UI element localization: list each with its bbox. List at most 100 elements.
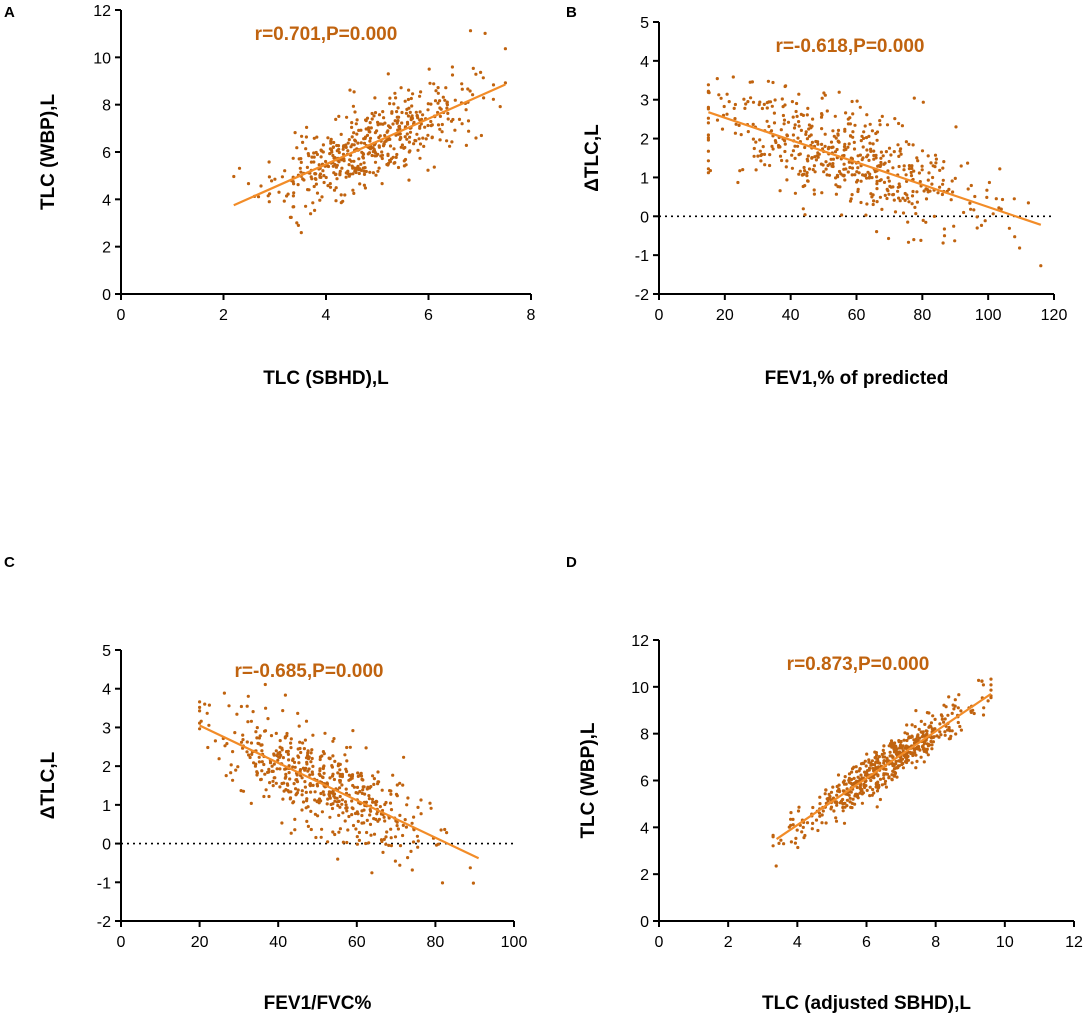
data-point xyxy=(820,142,824,146)
y-tick-label: 0 xyxy=(102,837,111,854)
data-point xyxy=(267,175,271,179)
data-point xyxy=(299,231,303,235)
data-point xyxy=(956,720,960,725)
data-point xyxy=(795,828,799,832)
data-point xyxy=(406,114,410,118)
data-point xyxy=(810,156,814,160)
y-tick-label: 0 xyxy=(102,287,111,304)
data-point xyxy=(768,153,772,157)
data-point xyxy=(301,177,305,181)
data-point xyxy=(436,91,440,95)
data-point xyxy=(879,178,883,182)
data-point xyxy=(803,145,807,150)
data-point xyxy=(734,122,738,126)
data-point xyxy=(938,722,942,726)
data-point xyxy=(881,748,885,753)
data-point xyxy=(351,188,355,192)
data-point xyxy=(380,788,384,792)
data-point xyxy=(838,185,842,189)
data-point xyxy=(942,720,946,724)
data-point xyxy=(440,130,444,134)
data-point xyxy=(360,813,364,818)
data-point xyxy=(848,122,853,126)
data-point xyxy=(852,765,856,769)
data-point xyxy=(223,744,227,748)
data-point xyxy=(800,830,804,834)
data-point xyxy=(330,764,334,768)
data-point xyxy=(280,748,284,752)
data-point xyxy=(438,114,442,118)
data-point xyxy=(767,124,771,129)
data-point xyxy=(805,157,809,161)
data-point xyxy=(453,128,457,132)
data-point xyxy=(312,155,316,159)
data-point xyxy=(927,743,931,747)
data-point xyxy=(875,187,879,191)
data-point xyxy=(407,88,411,92)
data-point xyxy=(790,100,795,104)
data-point xyxy=(887,192,891,196)
data-point xyxy=(259,184,263,188)
data-point xyxy=(823,132,827,136)
data-point xyxy=(370,111,374,116)
data-point xyxy=(309,809,313,814)
data-point xyxy=(812,164,817,168)
data-point xyxy=(312,160,316,164)
data-point xyxy=(393,91,397,95)
data-point xyxy=(802,172,806,176)
data-point xyxy=(491,83,496,87)
data-point xyxy=(920,164,924,168)
data-point xyxy=(333,162,337,167)
data-point xyxy=(474,136,478,140)
data-point xyxy=(850,193,854,197)
data-point xyxy=(416,839,420,843)
data-point xyxy=(391,122,395,126)
data-point xyxy=(784,84,788,88)
x-tick-label: 4 xyxy=(322,307,331,324)
data-point xyxy=(799,128,804,132)
data-point xyxy=(911,189,915,194)
data-point xyxy=(339,132,343,136)
correlation-annotation: r=-0.685,P=0.000 xyxy=(235,661,384,682)
data-point xyxy=(890,745,894,749)
data-point xyxy=(938,730,942,734)
data-point xyxy=(866,153,870,157)
data-point xyxy=(339,201,343,205)
data-point xyxy=(328,152,332,156)
data-point xyxy=(758,149,762,153)
data-point xyxy=(337,830,341,834)
data-point xyxy=(334,117,338,121)
data-point xyxy=(850,770,854,774)
data-point xyxy=(408,149,412,153)
data-point xyxy=(929,739,933,744)
data-point xyxy=(301,766,305,770)
data-point xyxy=(863,770,867,774)
data-point xyxy=(263,682,267,687)
x-tick-label: 12 xyxy=(1065,934,1083,951)
data-point xyxy=(802,836,806,840)
data-point xyxy=(318,755,322,759)
data-point xyxy=(972,711,976,716)
data-point xyxy=(878,777,883,781)
data-point xyxy=(843,775,847,779)
data-point xyxy=(331,772,335,776)
data-point xyxy=(813,170,817,174)
data-point xyxy=(361,152,366,156)
data-point xyxy=(394,155,398,159)
data-point xyxy=(364,841,368,846)
data-point xyxy=(304,766,308,770)
data-point xyxy=(305,760,309,764)
data-point xyxy=(362,172,367,176)
data-point xyxy=(887,776,891,780)
data-point xyxy=(205,711,209,715)
data-point xyxy=(914,753,918,757)
data-point xyxy=(766,79,771,83)
data-point xyxy=(872,199,876,203)
data-point xyxy=(853,123,857,127)
data-point xyxy=(433,99,438,103)
data-point xyxy=(845,804,849,808)
data-point xyxy=(870,176,874,180)
data-point xyxy=(869,778,873,783)
data-point xyxy=(797,172,801,176)
data-point xyxy=(810,827,814,831)
